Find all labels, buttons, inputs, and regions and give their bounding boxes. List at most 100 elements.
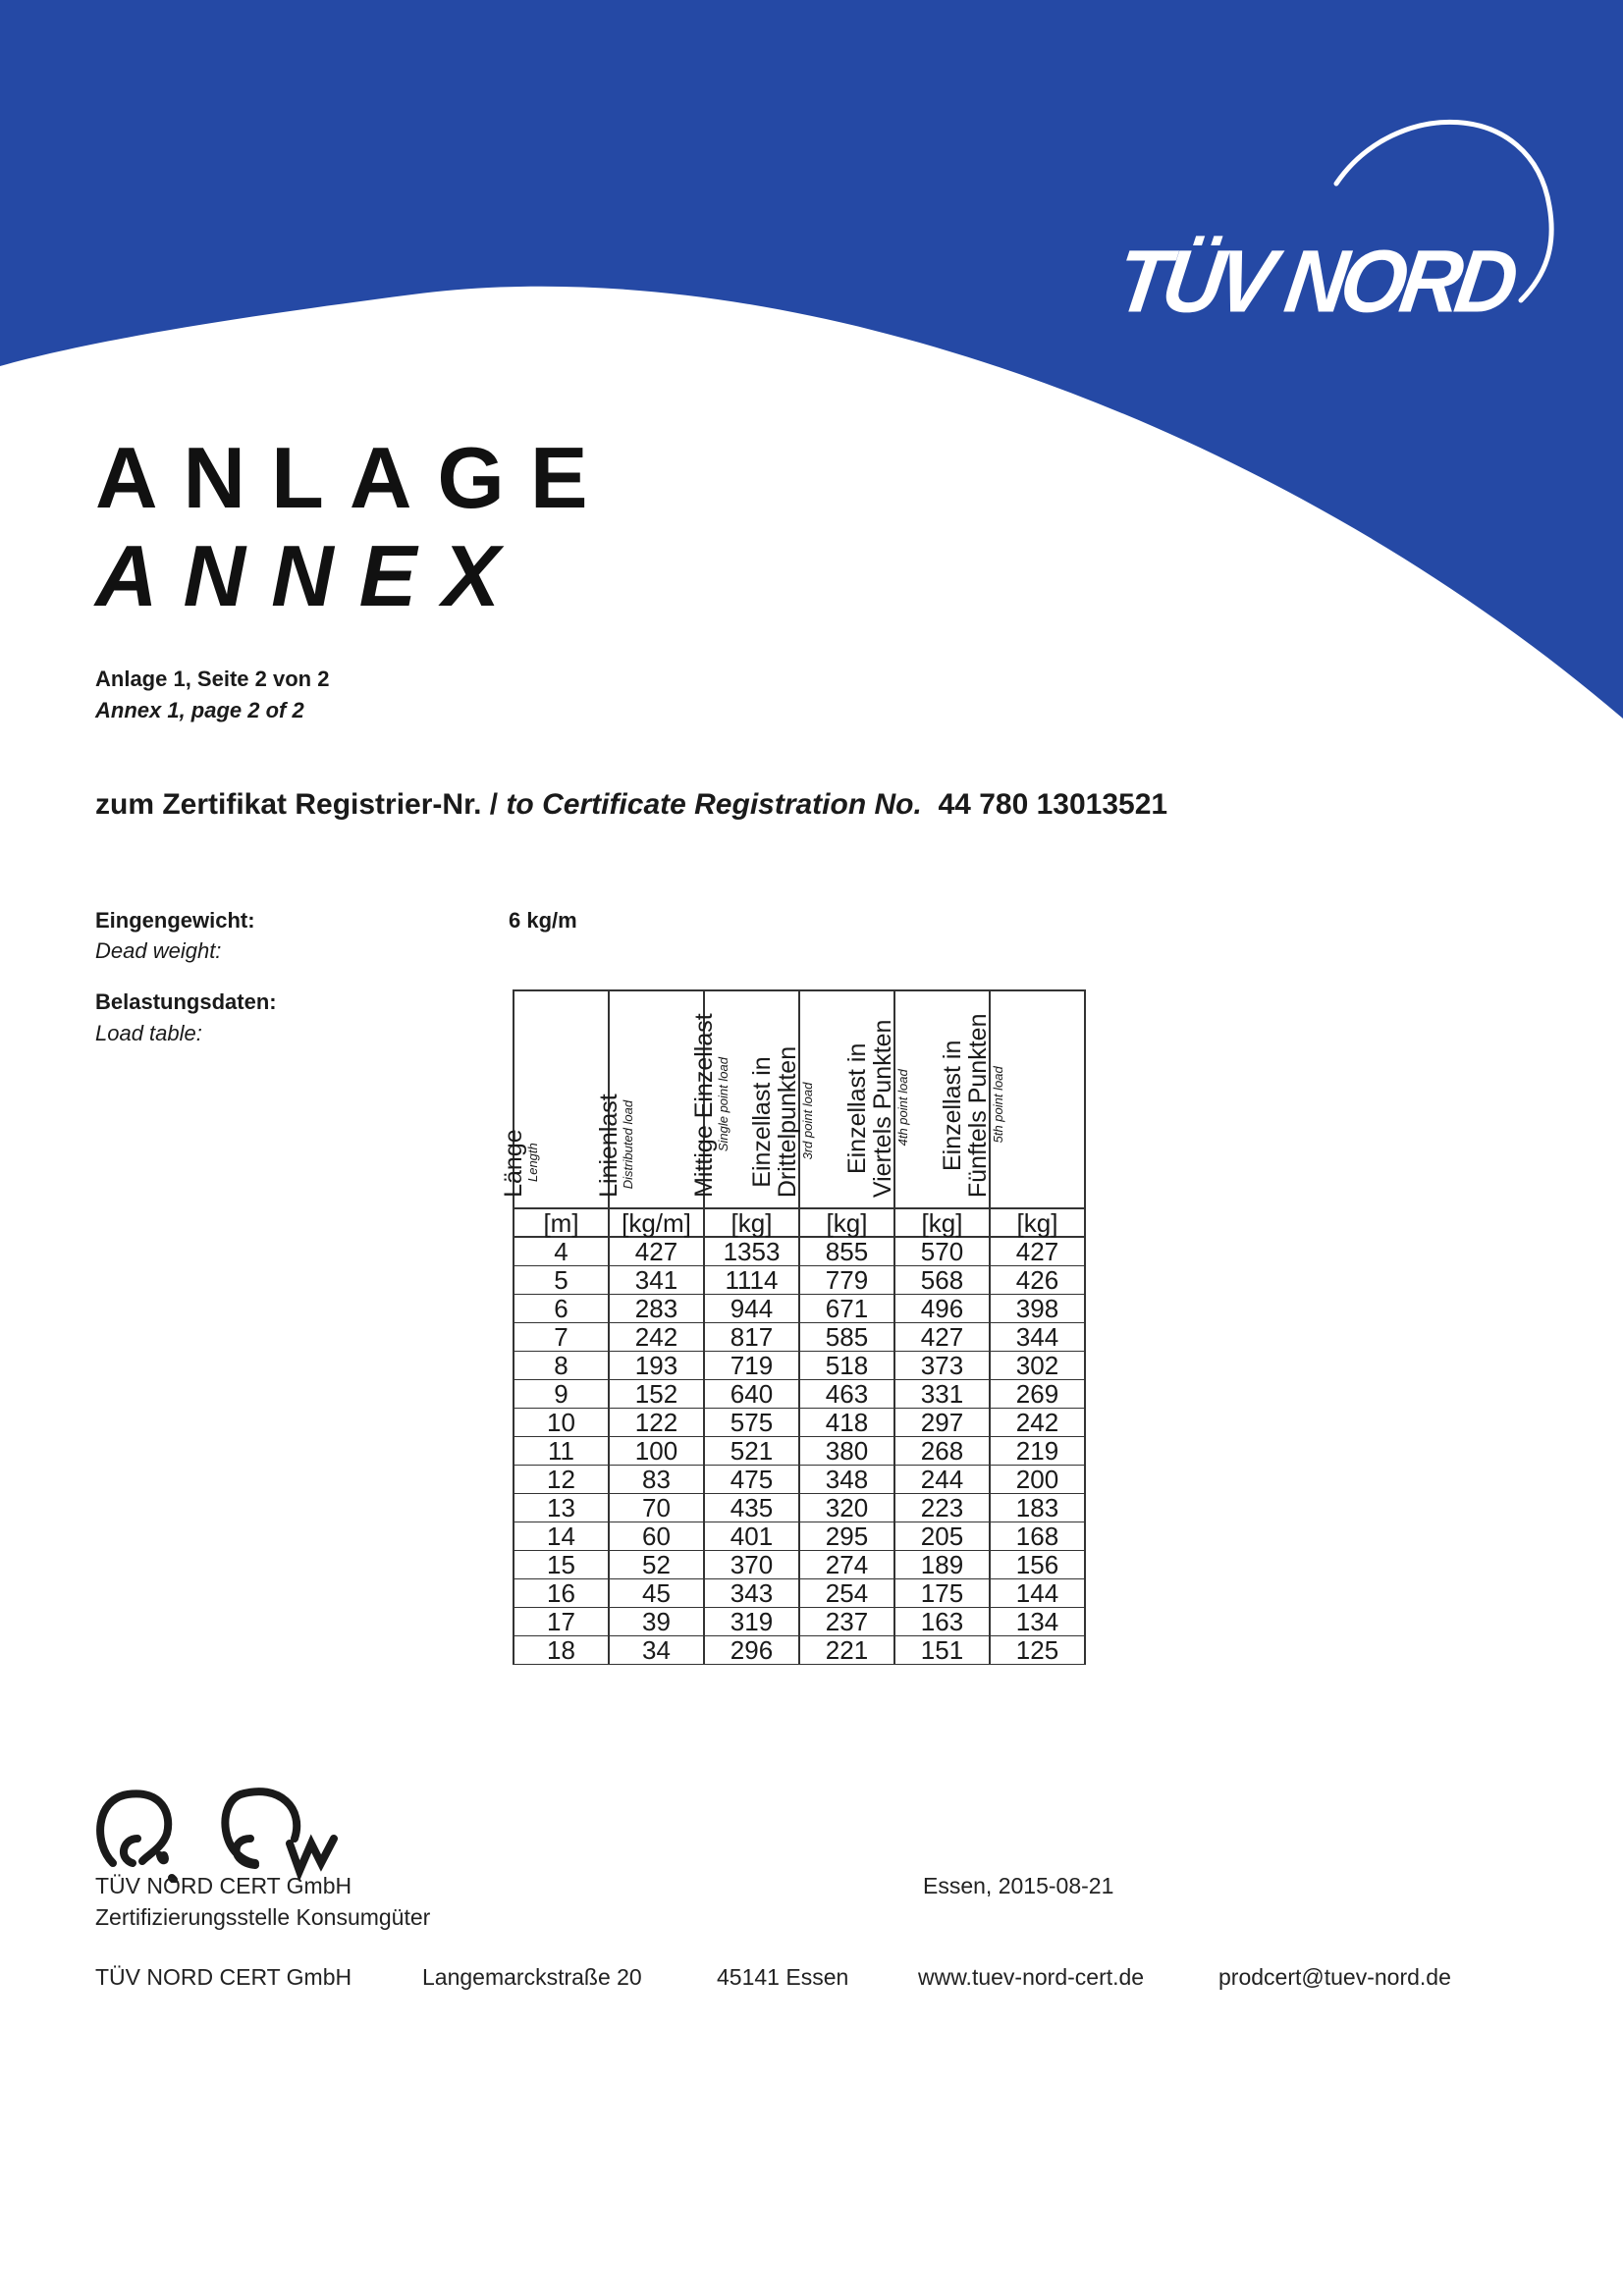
table-cell: 223	[893, 1492, 991, 1522]
table-row: 9 152 640 463 331 269	[513, 1378, 1086, 1409]
dead-weight-label-de: Eingengewicht:	[95, 908, 255, 933]
table-cell: 297	[893, 1407, 991, 1437]
column-title: Drittelpunkten	[773, 1045, 801, 1198]
table-cell: 244	[893, 1464, 991, 1494]
table-cell: 242	[608, 1321, 705, 1352]
certificate-number: 44 780 13013521	[938, 788, 1168, 821]
table-cell: 817	[703, 1321, 800, 1352]
table-cell: 343	[703, 1577, 800, 1608]
column-unit: [kg]	[893, 1207, 991, 1238]
table-cell: 152	[608, 1378, 705, 1409]
table-cell: 427	[608, 1236, 705, 1266]
column-subtitle: Distributed load	[620, 1100, 635, 1190]
table-cell: 12	[513, 1464, 610, 1494]
column-header: Einzellast in Viertels Punkten 4th point l…	[842, 989, 991, 1209]
dead-weight-label-en: Dead weight:	[95, 938, 222, 963]
table-cell: 219	[989, 1435, 1086, 1466]
table-cell: 344	[989, 1321, 1086, 1352]
table-cell: 319	[703, 1606, 800, 1636]
dead-weight-value: 6 kg/m	[509, 908, 577, 933]
footer-website-link[interactable]: www.tuev-nord-cert.de	[918, 1964, 1145, 1990]
table-cell: 15	[513, 1549, 610, 1579]
table-cell: 427	[893, 1321, 991, 1352]
column-unit: [kg]	[989, 1207, 1086, 1238]
footer-city: 45141 Essen	[717, 1964, 849, 1990]
column-unit: [kg]	[703, 1207, 800, 1238]
table-cell: 370	[703, 1549, 800, 1579]
table-cell: 11	[513, 1435, 610, 1466]
signature-department: Zertifizierungsstelle Konsumgüter	[95, 1904, 431, 1930]
load-table: Länge Length Linienlast Distributed load Mit…	[500, 989, 1086, 1665]
column-header: Mittige Einzellast Single point load	[690, 989, 800, 1209]
table-cell: 320	[798, 1492, 895, 1522]
column-title: Einzellast in	[747, 1056, 776, 1188]
table-row: 18 34 296 221 151 125	[513, 1634, 1086, 1665]
column-header: Einzellast in Drittelpunkten 3rd point loa…	[747, 989, 895, 1209]
table-row: 5 341 1114 779 568 426	[513, 1264, 1086, 1295]
column-title: Länge	[499, 1129, 527, 1198]
table-cell: 427	[989, 1236, 1086, 1266]
table-cell: 34	[608, 1634, 705, 1665]
column-title: Einzellast in	[938, 1040, 966, 1171]
footer-email-link[interactable]: prodcert@tuev-nord.de	[1218, 1964, 1451, 1990]
table-cell: 398	[989, 1293, 1086, 1323]
column-title: Einzellast in	[842, 1042, 871, 1174]
signature	[96, 1788, 338, 1883]
title-de: ANLAGE	[95, 429, 614, 526]
signature-company: TÜV NORD CERT GmbH	[95, 1873, 352, 1898]
table-cell: 274	[798, 1549, 895, 1579]
table-row: 12 83 475 348 244 200	[513, 1464, 1086, 1494]
table-cell: 348	[798, 1464, 895, 1494]
column-subtitle: 4th point load	[893, 1069, 909, 1147]
table-row: 10 122 575 418 297 242	[513, 1407, 1086, 1437]
table-cell: 242	[989, 1407, 1086, 1437]
table-row: 14 60 401 295 205 168	[513, 1521, 1086, 1551]
table-cell: 401	[703, 1521, 800, 1551]
table-cell: 175	[893, 1577, 991, 1608]
tuv-nord-logo: TÜV NORD	[1109, 232, 1519, 332]
column-title: Viertels Punkten	[868, 1019, 896, 1198]
table-cell: 125	[989, 1634, 1086, 1665]
table-cell: 4	[513, 1236, 610, 1266]
column-header: Länge Length	[500, 989, 610, 1209]
table-cell: 302	[989, 1350, 1086, 1380]
table-cell: 10	[513, 1407, 610, 1437]
table-cell: 521	[703, 1435, 800, 1466]
column-title: Mittige Einzellast	[689, 1013, 718, 1198]
table-cell: 200	[989, 1464, 1086, 1494]
column-unit: [kg/m]	[608, 1207, 705, 1238]
table-cell: 268	[893, 1435, 991, 1466]
table-cell: 575	[703, 1407, 800, 1437]
table-cell: 435	[703, 1492, 800, 1522]
table-cell: 189	[893, 1549, 991, 1579]
table-cell: 269	[989, 1378, 1086, 1409]
table-row: 15 52 370 274 189 156	[513, 1549, 1086, 1579]
table-cell: 496	[893, 1293, 991, 1323]
column-subtitle: 3rd point load	[798, 1082, 814, 1160]
table-cell: 518	[798, 1350, 895, 1380]
table-cell: 475	[703, 1464, 800, 1494]
table-cell: 168	[989, 1521, 1086, 1551]
table-cell: 16	[513, 1577, 610, 1608]
table-cell: 163	[893, 1606, 991, 1636]
table-cell: 331	[893, 1378, 991, 1409]
table-cell: 585	[798, 1321, 895, 1352]
table-cell: 640	[703, 1378, 800, 1409]
table-row: 8 193 719 518 373 302	[513, 1350, 1086, 1380]
table-cell: 183	[989, 1492, 1086, 1522]
table-cell: 237	[798, 1606, 895, 1636]
table-cell: 52	[608, 1549, 705, 1579]
table-cell: 283	[608, 1293, 705, 1323]
table-cell: 570	[893, 1236, 991, 1266]
header-banner	[0, 0, 1623, 719]
table-row: 16 45 343 254 175 144	[513, 1577, 1086, 1608]
table-cell: 568	[893, 1264, 991, 1295]
table-cell: 45	[608, 1577, 705, 1608]
table-cell: 855	[798, 1236, 895, 1266]
table-cell: 779	[798, 1264, 895, 1295]
column-title: Linienlast	[594, 1094, 622, 1198]
certificate-label-de: zum Zertifikat Registrier-Nr. /	[95, 788, 507, 821]
table-row: 6 283 944 671 496 398	[513, 1293, 1086, 1323]
table-cell: 426	[989, 1264, 1086, 1295]
table-cell: 1114	[703, 1264, 800, 1295]
